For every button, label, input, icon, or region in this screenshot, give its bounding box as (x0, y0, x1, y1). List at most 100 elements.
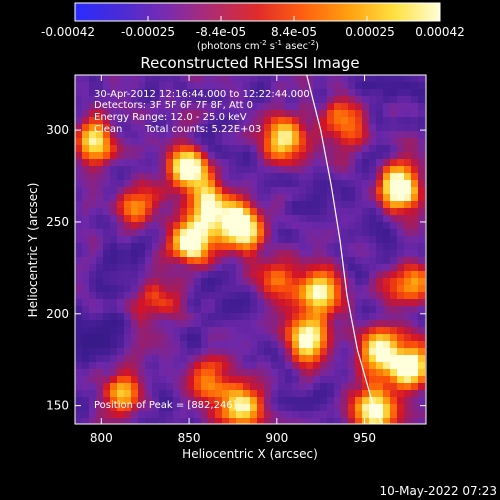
heatmap-cell (327, 285, 335, 293)
heatmap-cell (187, 299, 195, 307)
heatmap-cell (397, 250, 405, 258)
heatmap-cell (404, 145, 412, 153)
heatmap-cell (229, 313, 237, 321)
heatmap-cell (166, 362, 174, 370)
heatmap-cell (103, 313, 111, 321)
heatmap-cell (201, 89, 209, 97)
heatmap-cell (341, 348, 349, 356)
heatmap-cell (278, 152, 286, 160)
heatmap-cell (145, 299, 153, 307)
heatmap-cell (299, 124, 307, 132)
heatmap-cell (369, 285, 377, 293)
heatmap-cell (383, 131, 391, 139)
heatmap-cell (229, 173, 237, 181)
heatmap-cell (383, 117, 391, 125)
heatmap-cell (411, 257, 419, 265)
heatmap-cell (404, 159, 412, 167)
heatmap-cell (152, 355, 160, 363)
heatmap-cell (75, 82, 83, 90)
heatmap-cell (355, 75, 363, 83)
heatmap-cell (313, 75, 321, 83)
heatmap-cell (201, 131, 209, 139)
heatmap-cell (369, 271, 377, 279)
heatmap-cell (180, 229, 188, 237)
heatmap-cell (243, 271, 251, 279)
heatmap-cell (236, 390, 244, 398)
heatmap-cell (75, 418, 83, 424)
heatmap-cell (250, 82, 258, 90)
heatmap-cell (187, 75, 195, 83)
heatmap-cell (271, 299, 279, 307)
heatmap-cell (292, 243, 300, 251)
heatmap-cell (145, 215, 153, 223)
heatmap-cell (138, 89, 146, 97)
heatmap-cell (236, 180, 244, 188)
heatmap-cell (117, 103, 125, 111)
heatmap-cell (82, 229, 90, 237)
heatmap-cell (159, 362, 167, 370)
heatmap-cell (348, 159, 356, 167)
heatmap-cell (271, 222, 279, 230)
heatmap-cell (285, 299, 293, 307)
heatmap-cell (334, 383, 342, 391)
heatmap-cell (222, 82, 230, 90)
heatmap-cell (222, 166, 230, 174)
heatmap-cell (75, 75, 83, 83)
heatmap-cell (299, 131, 307, 139)
heatmap-cell (131, 117, 139, 125)
heatmap-cell (103, 383, 111, 391)
heatmap-cell (313, 418, 321, 424)
heatmap-cell (145, 124, 153, 132)
heatmap-cell (264, 355, 272, 363)
heatmap-cell (145, 404, 153, 412)
heatmap-cell (96, 110, 104, 118)
heatmap-cell (159, 236, 167, 244)
heatmap-cell (166, 348, 174, 356)
heatmap-cell (404, 96, 412, 104)
heatmap-cell (362, 82, 370, 90)
heatmap-cell (243, 278, 251, 286)
heatmap-cell (355, 313, 363, 321)
heatmap-cell (222, 355, 230, 363)
heatmap-cell (110, 243, 118, 251)
heatmap-cell (334, 348, 342, 356)
heatmap-cell (355, 229, 363, 237)
x-axis-label: Heliocentric X (arcsec) (182, 447, 318, 461)
heatmap-cell (75, 201, 83, 209)
heatmap-cell (159, 222, 167, 230)
heatmap-cell (243, 201, 251, 209)
heatmap-cell (362, 362, 370, 370)
heatmap-cell (285, 229, 293, 237)
heatmap-cell (208, 355, 216, 363)
heatmap-cell (348, 215, 356, 223)
heatmap-cell (229, 201, 237, 209)
heatmap-cell (124, 264, 132, 272)
heatmap-cell (334, 187, 342, 195)
heatmap-cell (89, 397, 97, 405)
heatmap-cell (285, 271, 293, 279)
heatmap-cell (418, 320, 426, 328)
heatmap-cell (404, 124, 412, 132)
heatmap-cell (243, 166, 251, 174)
heatmap-cell (82, 194, 90, 202)
heatmap-cell (201, 96, 209, 104)
heatmap-cell (131, 355, 139, 363)
heatmap-cell (292, 194, 300, 202)
heatmap-cell (362, 404, 370, 412)
heatmap-cell (292, 152, 300, 160)
heatmap-cell (355, 131, 363, 139)
heatmap-cell (306, 306, 314, 314)
heatmap-cell (96, 215, 104, 223)
heatmap-cell (313, 166, 321, 174)
heatmap-cell (194, 397, 202, 405)
heatmap-cell (159, 257, 167, 265)
heatmap-cell (390, 257, 398, 265)
heatmap-cell (369, 166, 377, 174)
heatmap-cell (173, 257, 181, 265)
heatmap-cell (383, 404, 391, 412)
heatmap-cell (418, 138, 426, 146)
heatmap-cell (397, 201, 405, 209)
heatmap-cell (320, 131, 328, 139)
heatmap-cell (313, 96, 321, 104)
heatmap-cell (355, 89, 363, 97)
